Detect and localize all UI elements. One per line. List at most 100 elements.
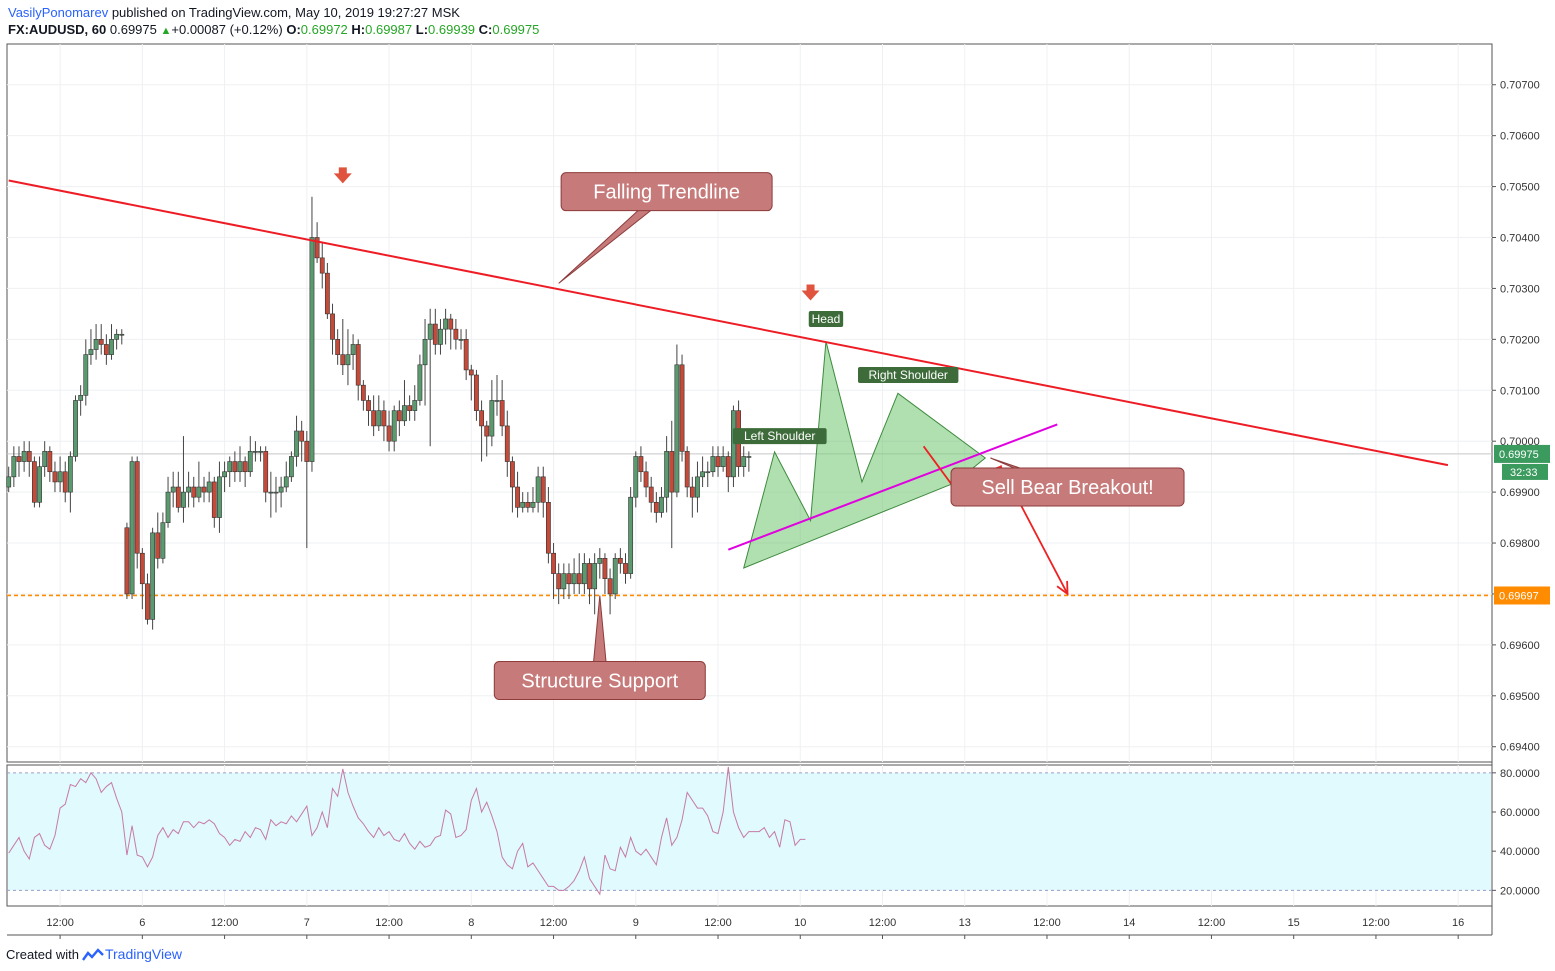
candle	[648, 476, 654, 513]
candle	[510, 456, 515, 513]
candle-body	[710, 456, 716, 473]
candle	[314, 222, 320, 263]
candle-body	[474, 374, 479, 411]
candle	[417, 354, 423, 406]
candle	[664, 436, 670, 513]
time-tick-label: 12:00	[1198, 917, 1226, 929]
candle	[360, 380, 366, 411]
time-tick-label: 14	[1123, 917, 1135, 929]
candle-body	[150, 532, 156, 620]
candle-body	[227, 461, 233, 473]
candle	[725, 451, 731, 493]
time-tick-label: 12:00	[704, 917, 732, 929]
candle	[288, 451, 294, 482]
candle	[237, 446, 243, 482]
candle	[689, 476, 695, 518]
candle	[278, 476, 284, 508]
candle	[741, 446, 747, 477]
candle	[720, 446, 726, 472]
candle	[57, 456, 63, 493]
time-tick-label: 10	[794, 917, 806, 929]
candle	[83, 339, 89, 406]
candle	[26, 441, 32, 477]
author-link[interactable]: VasilyPonomarev	[8, 5, 109, 20]
support-price-badge-bg	[1494, 586, 1550, 605]
candle	[139, 548, 145, 610]
open-value: 0.69972	[300, 22, 348, 37]
candle-body	[31, 461, 37, 503]
candle	[746, 451, 752, 472]
time-tick-label: 12:00	[375, 917, 403, 929]
candle-body	[396, 410, 402, 422]
rsi-tick-label: 20.0000	[1500, 885, 1540, 897]
change-value: +0.00087 (+0.12%)	[171, 22, 283, 37]
candle-body	[525, 501, 531, 508]
tradingview-brand[interactable]: TradingView	[104, 946, 183, 962]
candle-body	[330, 313, 335, 340]
candle-body	[725, 456, 731, 478]
candle-body	[571, 573, 577, 585]
candle-body	[324, 272, 330, 315]
candle-body	[530, 501, 536, 508]
candle-body	[21, 451, 27, 462]
candle	[504, 410, 510, 477]
candle	[602, 553, 608, 594]
time-tick-label: 15	[1288, 917, 1300, 929]
symbol-label: FX:AUDUSD, 60	[8, 22, 107, 37]
candle	[617, 548, 623, 574]
price-tick-label: 0.69900	[1500, 487, 1540, 499]
candle-body	[299, 430, 305, 442]
candle	[700, 456, 705, 488]
candle-body	[37, 466, 42, 503]
candle	[211, 476, 217, 528]
candle-body	[232, 461, 238, 473]
candle-body	[376, 410, 382, 427]
candle-body	[633, 456, 639, 498]
candle-body	[196, 486, 202, 498]
candle-body	[263, 451, 269, 493]
candle	[93, 324, 99, 360]
candle	[612, 553, 618, 600]
candle	[653, 492, 659, 523]
candle-body	[510, 461, 515, 488]
candle	[587, 558, 592, 605]
candle-body	[432, 323, 438, 345]
candle-body	[648, 486, 654, 503]
candle-body	[715, 456, 721, 467]
candle-body	[623, 563, 628, 574]
candle	[438, 318, 443, 355]
callout-box	[560, 172, 773, 212]
price-tick-label: 0.70200	[1500, 334, 1540, 346]
candle-body	[119, 333, 125, 336]
candle-body	[278, 486, 284, 493]
candle-body	[83, 354, 89, 396]
time-tick-label: 13	[959, 917, 971, 929]
candle-body	[499, 400, 505, 427]
candle	[129, 456, 135, 600]
candle	[355, 339, 361, 401]
price-tick-label: 0.70600	[1500, 131, 1540, 143]
candle-body	[103, 344, 109, 355]
candle	[463, 329, 469, 381]
candle	[396, 400, 402, 437]
candle-body	[93, 339, 99, 350]
candle-body	[520, 501, 526, 508]
candle	[525, 492, 531, 513]
candle-body	[67, 456, 73, 493]
candle	[78, 385, 84, 416]
candle-body	[222, 471, 227, 478]
candle-body	[443, 318, 448, 330]
candle-body	[659, 496, 664, 513]
candle	[283, 461, 289, 493]
candle	[556, 563, 562, 605]
candle	[731, 405, 736, 488]
candle-body	[186, 486, 191, 493]
candle	[479, 400, 484, 462]
candle-body	[504, 425, 510, 462]
candle-body	[386, 425, 392, 442]
candle	[597, 548, 603, 579]
candle	[520, 492, 526, 513]
candle	[499, 380, 505, 437]
candle-body	[628, 496, 634, 574]
